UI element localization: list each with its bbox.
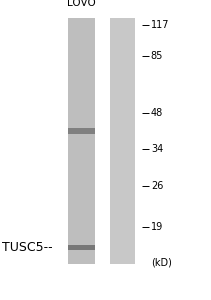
Text: (kD): (kD)	[151, 257, 172, 268]
Text: 48: 48	[151, 107, 163, 118]
Text: 117: 117	[151, 20, 169, 30]
Text: 19: 19	[151, 221, 163, 232]
Bar	[68, 128, 95, 134]
Bar	[110, 18, 135, 264]
Bar	[68, 245, 95, 250]
Bar	[68, 18, 95, 264]
Text: 85: 85	[151, 50, 163, 61]
Text: 34: 34	[151, 143, 163, 154]
Text: 26: 26	[151, 181, 163, 191]
Text: TUSC5--: TUSC5--	[2, 241, 53, 254]
Text: LOVO: LOVO	[67, 0, 96, 8]
